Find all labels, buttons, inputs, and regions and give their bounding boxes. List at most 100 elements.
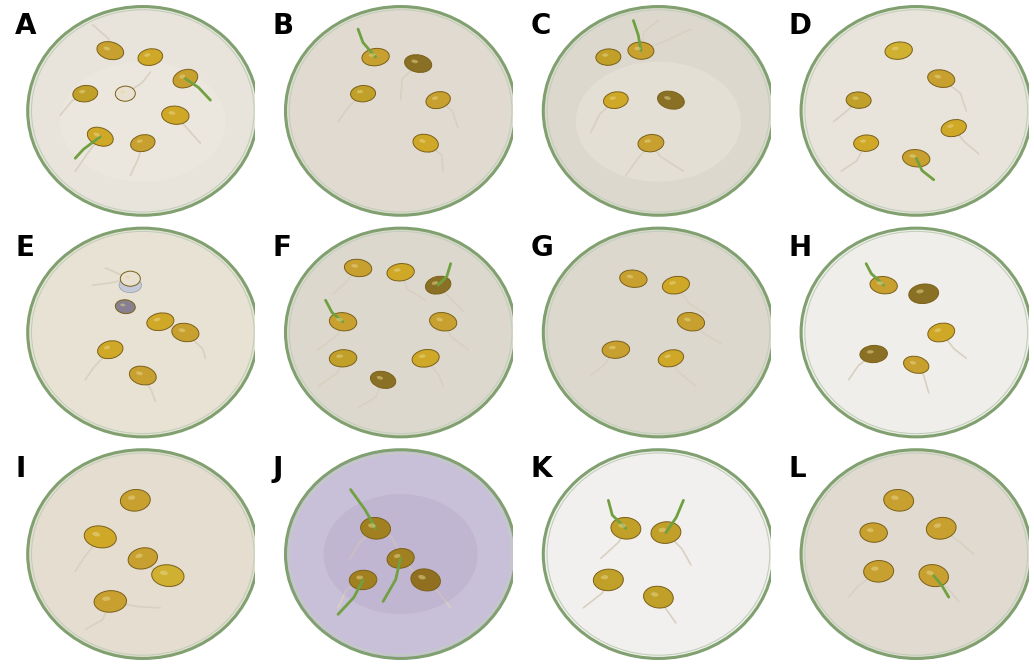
Ellipse shape [394,269,400,272]
Ellipse shape [904,356,929,373]
Ellipse shape [291,11,511,211]
Ellipse shape [356,575,363,579]
Ellipse shape [548,11,768,211]
Ellipse shape [601,575,608,579]
Ellipse shape [413,350,439,367]
Ellipse shape [872,567,879,571]
Ellipse shape [891,495,899,500]
Ellipse shape [103,47,111,51]
Ellipse shape [103,346,111,349]
Ellipse shape [130,134,155,152]
Ellipse shape [153,318,160,321]
Ellipse shape [934,523,941,528]
Ellipse shape [602,53,608,57]
Ellipse shape [120,303,125,307]
Ellipse shape [638,134,664,152]
Ellipse shape [412,60,418,63]
Ellipse shape [659,350,683,367]
Text: E: E [16,233,34,261]
Ellipse shape [60,62,225,182]
Ellipse shape [807,454,1027,654]
Ellipse shape [916,289,923,293]
Ellipse shape [410,569,440,591]
Ellipse shape [909,154,916,158]
Ellipse shape [136,371,143,375]
Ellipse shape [860,523,887,542]
Ellipse shape [120,271,141,286]
Ellipse shape [336,354,343,358]
Ellipse shape [161,106,189,124]
Ellipse shape [909,284,939,303]
Ellipse shape [368,523,375,528]
Ellipse shape [919,565,948,587]
Ellipse shape [664,96,671,100]
Ellipse shape [659,528,666,532]
Ellipse shape [860,345,887,362]
Ellipse shape [329,350,357,367]
Text: D: D [789,12,812,40]
Ellipse shape [651,593,659,597]
Ellipse shape [419,575,426,579]
Ellipse shape [669,281,676,285]
Ellipse shape [429,313,457,331]
Text: K: K [530,455,552,483]
Ellipse shape [144,53,150,57]
Ellipse shape [801,450,1031,658]
Ellipse shape [910,361,916,364]
Ellipse shape [548,233,768,432]
Ellipse shape [387,263,415,281]
Ellipse shape [330,313,357,331]
Ellipse shape [291,454,511,654]
Ellipse shape [84,526,116,548]
Ellipse shape [169,111,176,115]
Ellipse shape [543,7,773,215]
Ellipse shape [543,450,773,658]
Ellipse shape [651,522,680,543]
Ellipse shape [425,276,451,294]
Ellipse shape [852,96,858,100]
Ellipse shape [610,96,616,100]
Ellipse shape [432,96,438,100]
Ellipse shape [357,90,363,93]
Text: B: B [273,12,294,40]
Ellipse shape [935,329,941,332]
Ellipse shape [33,233,253,432]
Ellipse shape [116,300,135,314]
Ellipse shape [94,132,100,137]
Ellipse shape [543,228,773,437]
Ellipse shape [352,264,358,267]
Ellipse shape [935,74,941,78]
Ellipse shape [172,323,199,342]
Ellipse shape [644,139,650,143]
Text: F: F [273,233,292,261]
Ellipse shape [663,277,690,294]
Ellipse shape [665,354,671,358]
Ellipse shape [97,42,124,60]
Ellipse shape [404,55,431,72]
Ellipse shape [866,350,874,354]
Ellipse shape [28,450,257,658]
Ellipse shape [125,275,130,279]
Ellipse shape [426,92,451,108]
Ellipse shape [28,228,257,437]
Ellipse shape [147,313,174,331]
Ellipse shape [860,140,866,143]
Ellipse shape [576,62,741,182]
Text: C: C [530,12,551,40]
Ellipse shape [432,281,438,285]
Ellipse shape [136,140,143,143]
Ellipse shape [349,570,376,590]
Ellipse shape [927,70,954,88]
Text: L: L [789,455,807,483]
Ellipse shape [138,49,162,65]
Ellipse shape [419,139,426,143]
Ellipse shape [877,281,884,285]
Ellipse shape [866,528,874,532]
Ellipse shape [291,233,511,432]
Ellipse shape [927,323,954,342]
Ellipse shape [79,90,85,93]
Ellipse shape [807,11,1027,211]
Ellipse shape [120,90,125,93]
Ellipse shape [361,517,391,539]
Text: H: H [789,233,812,261]
